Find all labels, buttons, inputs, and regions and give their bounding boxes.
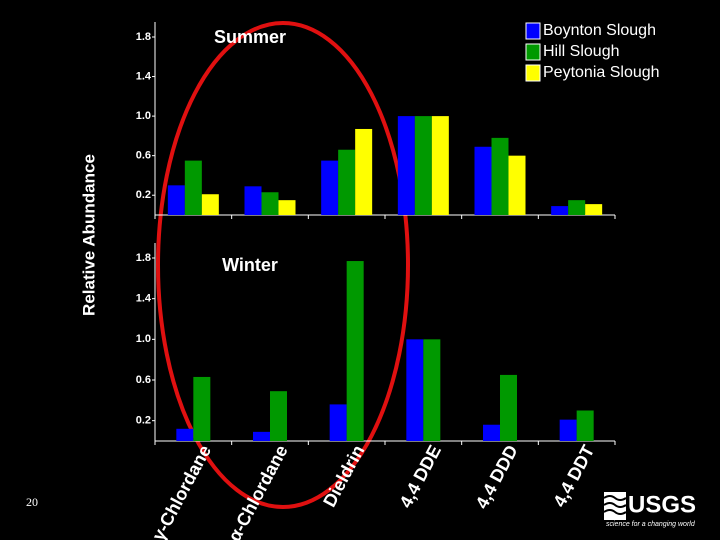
x-tick-label: Dieldrin: [319, 442, 368, 511]
bar: [585, 204, 603, 215]
x-tick-label: γ-Chlordane: [148, 442, 215, 540]
y-tick-label: 0.2: [136, 189, 151, 201]
y-tick-label: 0.6: [136, 374, 151, 386]
bar: [270, 391, 287, 441]
y-tick-label: 1.0: [136, 333, 151, 345]
y-tick-label: 1.0: [136, 110, 151, 122]
x-tick-label: α-Chlordane: [224, 442, 291, 540]
bar: [261, 192, 279, 215]
page-number: 20: [26, 495, 38, 509]
y-tick-label: 0.6: [136, 150, 151, 162]
bar: [329, 404, 347, 441]
bar: [414, 116, 432, 215]
x-tick-label: 4,4 DDT: [549, 442, 598, 511]
bar: [568, 200, 586, 215]
bar: [244, 186, 262, 215]
legend-swatch: [525, 64, 541, 82]
y-tick-label: 1.8: [136, 252, 151, 264]
usgs-logo: USGS science for a changing world: [603, 491, 696, 528]
y-tick-label: 0.2: [136, 415, 151, 427]
bar: [500, 374, 517, 441]
legend-swatch: [525, 22, 541, 40]
x-tick-label: 4,4 DDD: [472, 442, 522, 512]
bar: [346, 261, 364, 441]
legend-swatch: [525, 43, 541, 61]
legend-label: Boynton Slough: [543, 22, 656, 39]
bar: [559, 419, 577, 441]
bar: [491, 137, 509, 215]
bar: [201, 194, 219, 215]
bar: [193, 376, 211, 441]
bar: [321, 160, 339, 215]
bar: [253, 431, 270, 441]
bar: [278, 200, 296, 215]
bar: [483, 424, 500, 441]
panel-title: Winter: [222, 255, 278, 275]
bar: [423, 339, 441, 441]
bar: [406, 339, 424, 441]
legend-label: Hill Slough: [543, 43, 619, 60]
highlight-ellipse: [156, 21, 410, 509]
bar: [397, 116, 415, 215]
logo-waves: [603, 495, 627, 515]
bar: [474, 146, 492, 215]
y-tick-label: 1.4: [136, 293, 152, 305]
y-tick-label: 1.4: [136, 70, 152, 82]
bar: [167, 185, 185, 215]
bar: [551, 206, 569, 215]
panel-title: Summer: [214, 27, 286, 47]
bar: [508, 155, 526, 215]
y-tick-label: 1.8: [136, 31, 151, 43]
x-tick-label: 4,4 DDE: [395, 442, 445, 511]
bar: [338, 149, 356, 215]
logo-tagline: science for a changing world: [606, 521, 696, 528]
bar: [576, 410, 594, 441]
legend-label: Peytonia Slough: [543, 64, 660, 81]
bar: [184, 160, 202, 215]
bar: [431, 116, 449, 215]
y-axis-label: Relative Abundance: [79, 154, 98, 316]
logo-text: USGS: [628, 491, 696, 518]
bar: [355, 128, 373, 215]
bar: [176, 428, 194, 441]
